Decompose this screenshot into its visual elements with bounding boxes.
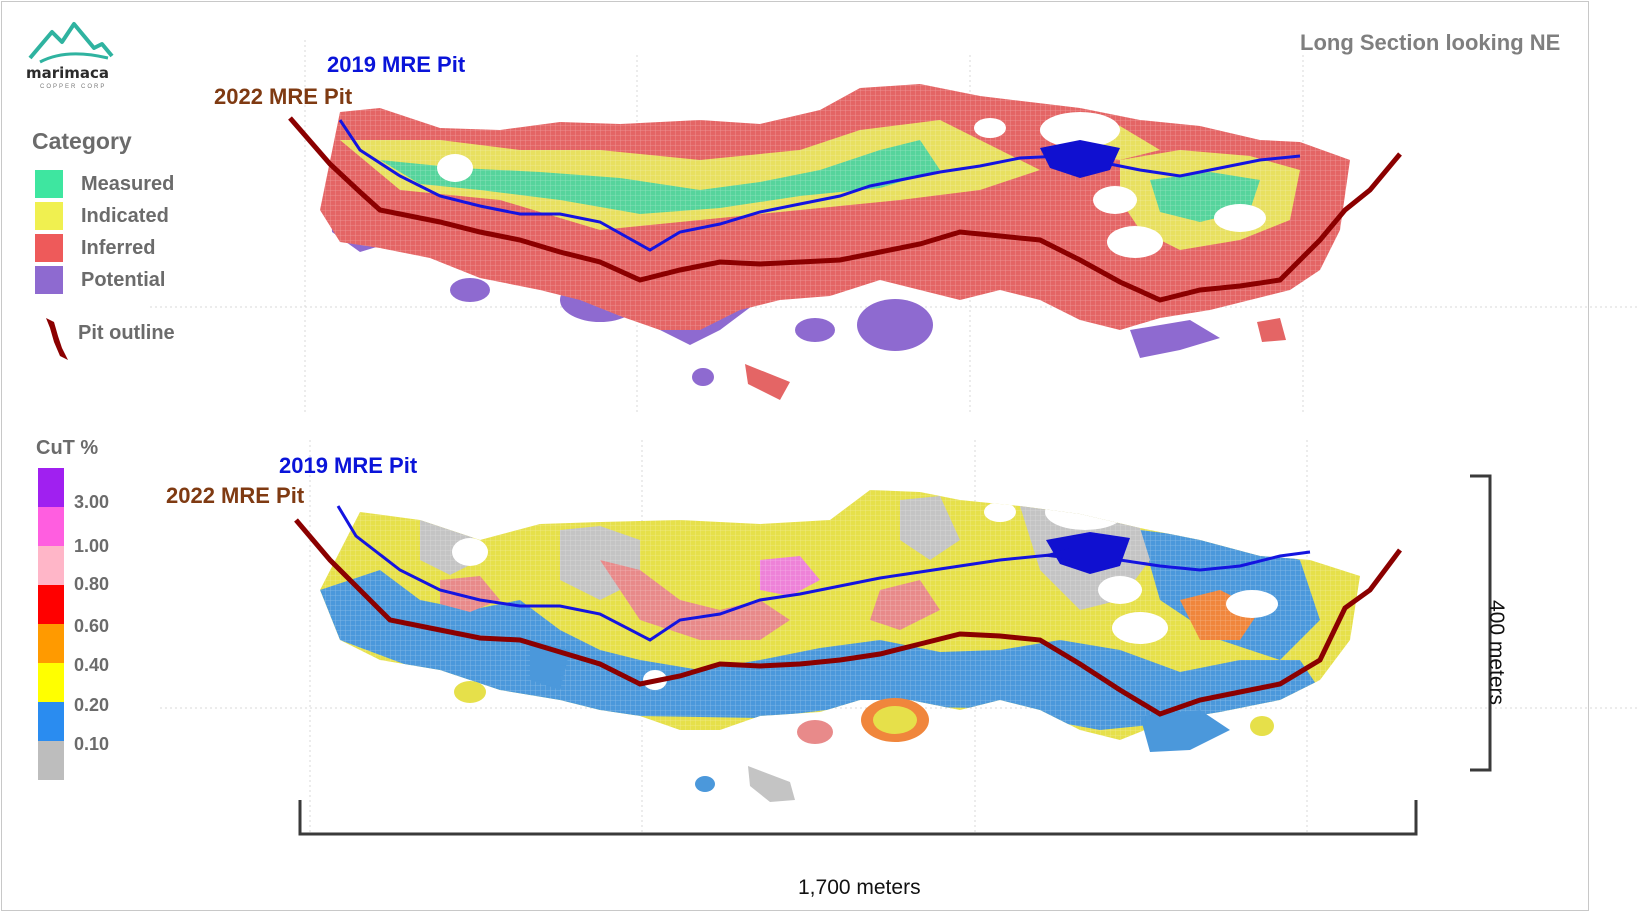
- legend-label: Indicated: [81, 204, 169, 227]
- pit-outline-legend-icon: [46, 318, 68, 360]
- legend-item-indicated: Indicated: [35, 202, 169, 230]
- figure-frame: [1, 1, 1589, 911]
- vertical-scale-bracket: [1470, 474, 1492, 772]
- category-legend-heading: Category: [32, 128, 132, 154]
- legend-swatch: [35, 234, 63, 262]
- legend-swatch: [35, 266, 63, 294]
- pit-2022-outline-top: [288, 116, 1402, 303]
- cut-tick-label: 0.10: [74, 734, 110, 754]
- pit-2019-outline-top: [338, 119, 1301, 252]
- pit-2019-label-bottom: 2019 MRE Pit: [279, 453, 418, 478]
- legend-item-measured: Measured: [35, 170, 174, 198]
- horizontal-scale-label: 1,700 meters: [798, 876, 921, 899]
- legend-item-potential: Potential: [35, 266, 165, 294]
- cut-tick-label: 0.80: [74, 574, 110, 594]
- cut-tick-label: 0.60: [74, 616, 110, 636]
- cut-tick-label: 0.20: [74, 695, 110, 715]
- legend-item-inferred: Inferred: [35, 234, 155, 262]
- marimaca-logo-icon: [28, 22, 114, 64]
- cut-tick-label: 3.00: [74, 492, 110, 512]
- pit-outline-label: Pit outline: [78, 322, 175, 344]
- category-section: [288, 84, 1402, 400]
- logo-wordmark: marimaca: [26, 64, 110, 82]
- figure-title: Long Section looking NE: [1300, 30, 1561, 55]
- cut-legend-heading: CuT %: [36, 437, 99, 459]
- legend-label: Inferred: [81, 236, 156, 259]
- horizontal-scale-bracket: [298, 800, 1418, 836]
- pit-2022-outline-bottom: [294, 518, 1402, 717]
- vertical-scale-label: 400 meters: [1485, 600, 1508, 706]
- cut-tick-label: 1.00: [74, 536, 110, 556]
- cut-colorbar: [38, 468, 64, 780]
- cut-tick-label: 0.40: [74, 655, 110, 675]
- legend-swatch: [35, 170, 63, 198]
- legend-swatch: [35, 202, 63, 230]
- grade-section: [294, 490, 1402, 802]
- pit-2019-label-top: 2019 MRE Pit: [327, 52, 466, 77]
- pit-2022-label-top: 2022 MRE Pit: [214, 84, 353, 109]
- pit-2022-label-bottom: 2022 MRE Pit: [166, 483, 305, 508]
- legend-label: Potential: [81, 268, 166, 291]
- pit-2019-outline-bottom: [336, 505, 1311, 642]
- legend-label: Measured: [81, 172, 175, 195]
- logo-tagline: COPPER CORP: [40, 84, 107, 90]
